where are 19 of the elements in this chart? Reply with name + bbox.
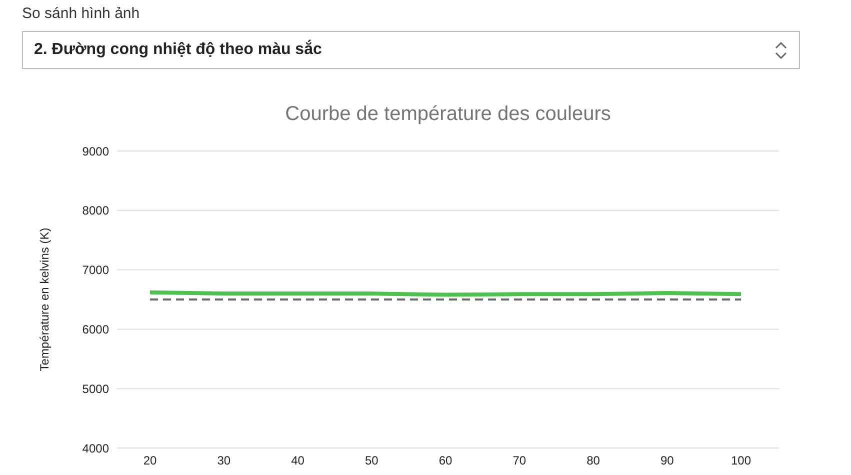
y-tick-label: 7000 bbox=[82, 263, 110, 278]
x-tick-label: 60 bbox=[438, 454, 452, 468]
text: So sánh hình ảnh bbox=[22, 5, 140, 22]
x-tick-label: 40 bbox=[291, 454, 305, 468]
y-tick-label: 9000 bbox=[82, 144, 110, 158]
text: 2. Đường cong nhiệt độ theo màu sắc bbox=[34, 41, 322, 59]
y-axis-title: Température en kelvins (K) bbox=[37, 228, 52, 372]
x-tick-label: 50 bbox=[364, 454, 379, 468]
y-tick-label: 6000 bbox=[82, 322, 110, 336]
y-tick-label: 4000 bbox=[82, 441, 110, 456]
x-tick-label: 30 bbox=[217, 454, 231, 468]
x-tick-label: 90 bbox=[660, 454, 674, 468]
y-tick-label: 5000 bbox=[82, 382, 110, 396]
y-tick-label: 8000 bbox=[82, 204, 110, 218]
x-tick-label: 20 bbox=[143, 454, 157, 468]
x-tick-label: 100 bbox=[730, 454, 752, 468]
chart-title: Courbe de température des couleurs bbox=[284, 103, 612, 126]
x-tick-label: 80 bbox=[586, 454, 600, 468]
x-tick-label: 70 bbox=[512, 454, 526, 468]
